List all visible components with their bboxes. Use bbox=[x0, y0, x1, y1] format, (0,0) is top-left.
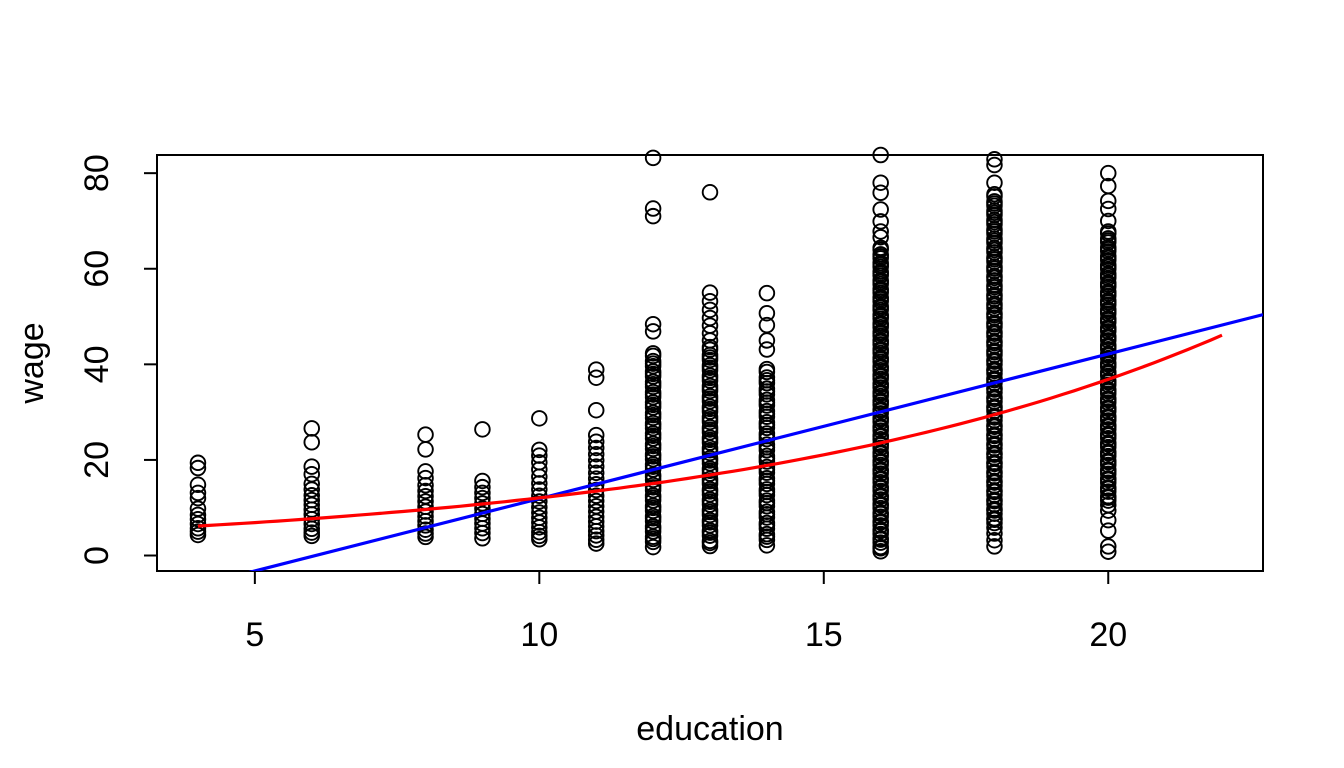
y-tick-label-60: 60 bbox=[78, 250, 116, 288]
x-axis: 5 10 15 20 bbox=[245, 571, 1127, 654]
scatter-column-edu-18 bbox=[986, 151, 1003, 555]
scatter-column-edu-16 bbox=[872, 146, 889, 560]
scatter-column-edu-8 bbox=[417, 426, 434, 546]
y-tick-label-0: 0 bbox=[78, 546, 116, 565]
x-axis-title: education bbox=[636, 710, 783, 748]
scatter-column-edu-12 bbox=[644, 149, 662, 556]
y-axis: 0 20 40 60 80 bbox=[78, 154, 157, 565]
y-tick-label-80: 80 bbox=[78, 154, 116, 192]
scatter-column-edu-13 bbox=[701, 184, 719, 555]
exponential-fit-curve bbox=[197, 333, 1223, 528]
scatter-column-edu-14 bbox=[758, 284, 776, 554]
scatter-column-edu-9 bbox=[474, 421, 491, 547]
y-tick-label-20: 20 bbox=[78, 441, 116, 479]
scatter-column-edu-4 bbox=[189, 454, 207, 544]
scatter-column-edu-6 bbox=[303, 420, 320, 545]
y-tick-label-40: 40 bbox=[78, 345, 116, 383]
plot-box bbox=[156, 154, 1264, 572]
plot-area: 5 10 15 20 0 20 40 60 80 bbox=[78, 146, 1264, 654]
linear-fit-line bbox=[248, 313, 1263, 571]
scatter-column-edu-11 bbox=[587, 361, 605, 552]
scatter-column-edu-10 bbox=[531, 410, 548, 548]
x-tick-label-10: 10 bbox=[520, 616, 558, 654]
scatter-column-edu-20 bbox=[1100, 164, 1117, 560]
x-tick-label-20: 20 bbox=[1089, 616, 1127, 654]
y-axis-title: wage bbox=[13, 322, 51, 404]
x-tick-label-5: 5 bbox=[245, 616, 264, 654]
x-tick-label-15: 15 bbox=[805, 616, 843, 654]
